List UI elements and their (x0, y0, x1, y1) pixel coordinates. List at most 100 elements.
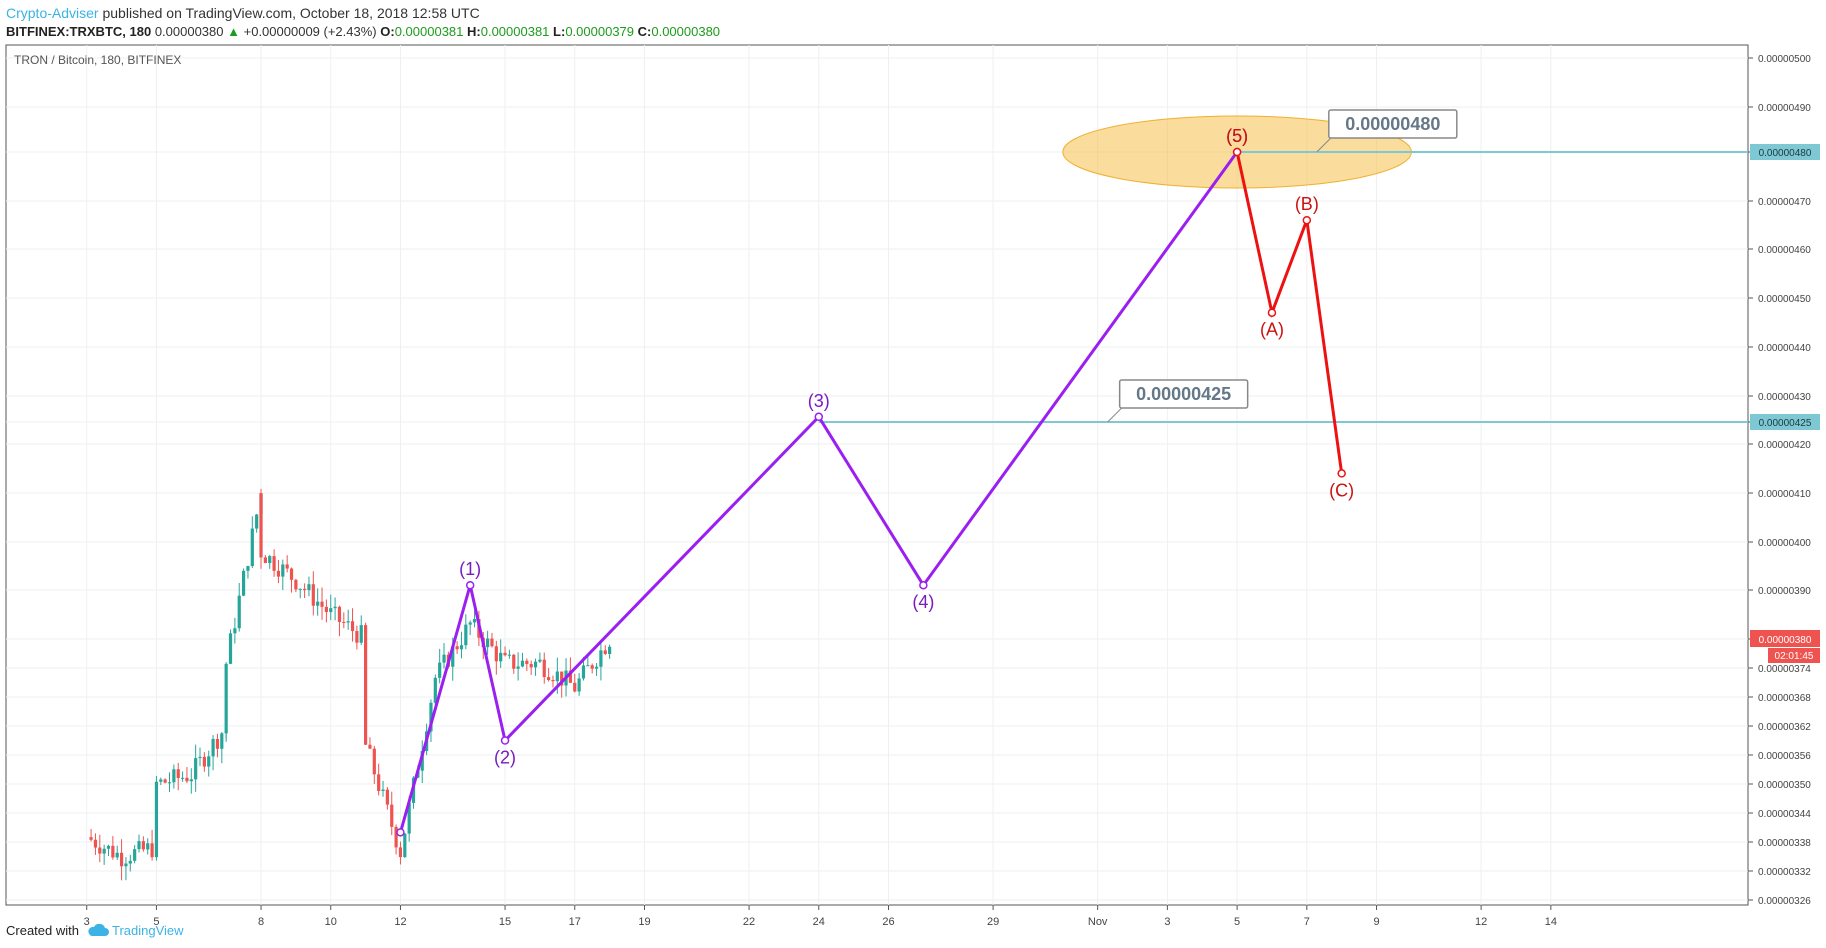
candle-body (272, 556, 276, 571)
candle-body (472, 619, 477, 623)
level-axis-tag-0 (1750, 144, 1820, 160)
candle-body (163, 779, 167, 783)
impulse-wave-line[interactable] (399, 151, 1239, 833)
candle-body (403, 833, 407, 858)
candle-body (342, 621, 346, 623)
candle-body (150, 843, 154, 858)
high-label: H: (467, 24, 481, 39)
candle-body (237, 595, 241, 629)
y-tick-label-0: 0.00000500 (1758, 54, 1811, 65)
impulse-wave-point-2[interactable] (500, 736, 510, 745)
correction-wave-point-3[interactable] (1337, 469, 1346, 478)
candle-body (246, 566, 250, 571)
candlestick-series (89, 488, 612, 881)
candle-body (433, 677, 437, 703)
candle-body (329, 608, 333, 613)
y-tick-label-22: 0.00000326 (1758, 896, 1811, 907)
correction-wave-label-0: (5) (1226, 126, 1248, 146)
candle-body (228, 633, 233, 664)
candle-body (594, 666, 599, 669)
candle-body (494, 646, 498, 662)
candle-body (255, 514, 259, 529)
publish-info: Crypto-Adviser published on TradingView.… (6, 5, 480, 21)
close-label: C: (637, 24, 652, 39)
candle-body (302, 588, 307, 591)
correction-wave-point-0[interactable] (1232, 147, 1242, 157)
candle-body (146, 843, 150, 850)
y-tick-label-12: 0.00000390 (1758, 586, 1811, 597)
impulse-wave-point-0[interactable] (396, 828, 405, 837)
candle-body (220, 733, 224, 749)
y-tick-label-20: 0.00000338 (1758, 838, 1811, 849)
impulse-wave-label-2: (2) (494, 748, 516, 768)
tradingview-brand-link[interactable]: TradingView (112, 923, 184, 938)
level-axis-tag-label-1: 0.00000425 (1759, 418, 1812, 429)
candle-body (390, 804, 394, 827)
candle-body (490, 638, 494, 647)
chart-pane[interactable] (5, 44, 1749, 906)
candle-body (442, 654, 446, 663)
candle-body (133, 849, 137, 861)
elliott-wave-lines[interactable]: (1)(2)(3)(4)(5)(5)(A)(B)(C) (396, 126, 1354, 837)
impulse-wave-point-1[interactable] (465, 580, 475, 590)
published-text: published on TradingView.com, October 18… (102, 5, 480, 21)
price-level-lines[interactable]: 0.00000480 0.00000425 (818, 109, 1748, 423)
candle-body (268, 556, 272, 564)
price-change: +0.00000009 (+2.43%) (243, 24, 377, 39)
candle-body (185, 777, 189, 782)
candle-body (407, 802, 411, 834)
symbol-info: BITFINEX:TRXBTC, 180 0.00000380 ▲ +0.000… (6, 24, 720, 39)
y-tick-label-6: 0.00000440 (1758, 343, 1811, 354)
x-tick-label-7: 19 (638, 916, 650, 928)
x-tick-label-2: 8 (258, 916, 264, 928)
candle-body (455, 646, 459, 650)
candle-body (538, 659, 542, 662)
x-tick-label-6: 17 (569, 916, 581, 928)
impulse-wave-point-3[interactable] (814, 412, 824, 422)
candle-body (486, 638, 490, 648)
close-value: 0.00000380 (651, 24, 721, 39)
last-price-tag-label: 0.00000380 (1759, 635, 1812, 646)
correction-wave-label-2: (B) (1295, 194, 1319, 214)
candle-body (180, 777, 185, 779)
y-tick-label-16: 0.00000362 (1758, 722, 1811, 733)
y-tick-label-10: 0.00000410 (1758, 489, 1811, 500)
publisher-link[interactable]: Crypto-Adviser (6, 5, 99, 21)
level-axis-tag-label-0: 0.00000480 (1759, 148, 1812, 159)
x-tick-label-18: 14 (1545, 916, 1557, 928)
correction-wave-point-2[interactable] (1302, 215, 1312, 225)
candle-body (102, 848, 106, 854)
candle-body (603, 650, 607, 654)
candle-body (385, 789, 389, 805)
footer: Created with TradingView (6, 923, 184, 938)
candle-body (512, 654, 516, 669)
impulse-wave-point-4[interactable] (919, 580, 928, 590)
y-tick-label-5: 0.00000450 (1758, 294, 1811, 305)
level-callout-box-0[interactable] (1328, 109, 1458, 139)
candle-body (581, 665, 586, 679)
candle-body (307, 584, 311, 591)
candle-body (429, 702, 433, 732)
y-tick-label-17: 0.00000356 (1758, 751, 1811, 762)
candle-body (377, 774, 381, 792)
candle-body (499, 652, 503, 662)
correction-wave-point-1[interactable] (1267, 308, 1277, 317)
candle-body (281, 564, 285, 577)
correction-wave-line[interactable] (1235, 151, 1344, 474)
candle-body (520, 660, 525, 667)
level-callout-box-1[interactable] (1118, 379, 1249, 409)
high-value: 0.00000381 (480, 24, 550, 39)
candle-body (364, 635, 368, 745)
chart-title: TRON / Bitcoin, 180, BITFINEX (14, 53, 181, 67)
candle-body (590, 665, 594, 669)
x-tick-label-8: 22 (743, 916, 755, 928)
level-callout-pointer-0 (1316, 137, 1332, 153)
candle-body (368, 744, 372, 749)
candle-body (359, 625, 363, 643)
correction-wave-label-3: (C) (1329, 480, 1354, 500)
candle-body (372, 748, 376, 775)
candle-body (560, 671, 564, 686)
candle-body (276, 570, 281, 577)
